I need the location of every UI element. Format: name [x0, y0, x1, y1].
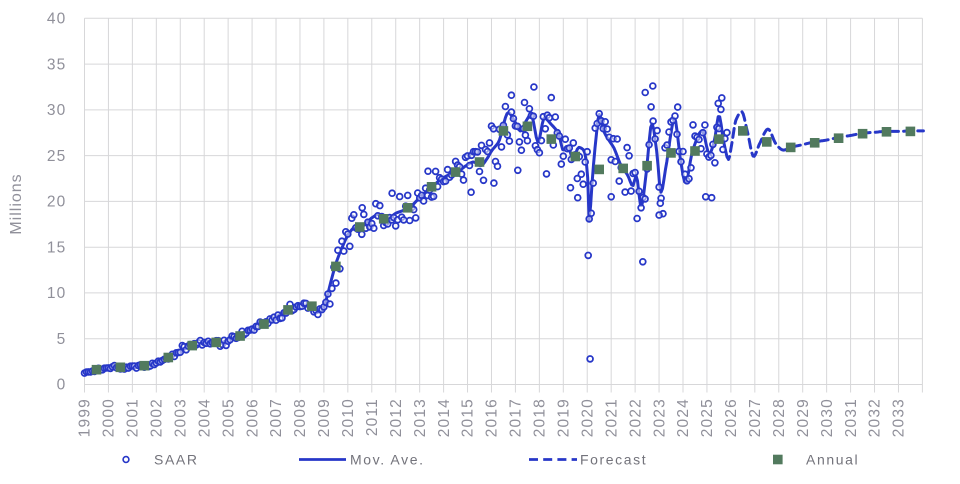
svg-text:2016: 2016 [484, 398, 501, 437]
svg-text:5: 5 [57, 331, 67, 348]
svg-text:2032: 2032 [867, 398, 884, 437]
svg-text:Annual: Annual [806, 451, 859, 467]
svg-text:2023: 2023 [651, 398, 668, 437]
svg-text:Mov. Ave.: Mov. Ave. [350, 451, 425, 467]
svg-text:25: 25 [47, 148, 67, 165]
svg-text:20: 20 [47, 194, 67, 211]
svg-text:10: 10 [47, 285, 67, 302]
svg-text:2021: 2021 [603, 398, 620, 437]
svg-text:2024: 2024 [675, 398, 692, 437]
svg-text:2000: 2000 [101, 398, 118, 437]
svg-text:2031: 2031 [843, 398, 860, 437]
svg-text:15: 15 [47, 239, 67, 256]
svg-text:2015: 2015 [460, 398, 477, 437]
svg-text:2011: 2011 [364, 398, 381, 436]
svg-text:2018: 2018 [532, 398, 549, 437]
svg-text:2005: 2005 [220, 398, 237, 437]
svg-text:2013: 2013 [412, 398, 429, 437]
svg-text:2027: 2027 [747, 398, 764, 437]
svg-text:2025: 2025 [699, 398, 716, 437]
svg-text:2014: 2014 [436, 398, 453, 437]
svg-text:2028: 2028 [771, 398, 788, 437]
svg-text:2012: 2012 [388, 398, 405, 437]
svg-text:2010: 2010 [340, 398, 357, 437]
svg-text:0: 0 [57, 377, 67, 394]
svg-text:2009: 2009 [316, 398, 333, 437]
svg-text:40: 40 [47, 11, 67, 28]
svg-text:35: 35 [47, 56, 67, 73]
svg-text:2007: 2007 [268, 398, 285, 437]
svg-text:2022: 2022 [627, 398, 644, 437]
svg-text:2001: 2001 [125, 398, 142, 437]
svg-text:2006: 2006 [244, 398, 261, 437]
svg-text:2017: 2017 [508, 398, 525, 437]
svg-text:SAAR: SAAR [154, 451, 199, 467]
svg-text:2026: 2026 [723, 398, 740, 437]
svg-text:2029: 2029 [795, 398, 812, 437]
svg-text:30: 30 [47, 102, 67, 119]
svg-text:2020: 2020 [579, 398, 596, 437]
svg-text:2008: 2008 [292, 398, 309, 437]
svg-text:2019: 2019 [556, 398, 573, 437]
svg-text:2004: 2004 [196, 398, 213, 437]
svg-text:2002: 2002 [149, 398, 166, 437]
svg-text:2030: 2030 [819, 398, 836, 437]
svg-text:Millions: Millions [8, 173, 25, 234]
svg-text:2003: 2003 [173, 398, 190, 437]
svg-text:Forecast: Forecast [580, 451, 647, 467]
svg-text:2033: 2033 [891, 398, 908, 437]
svg-text:1999: 1999 [77, 398, 94, 437]
